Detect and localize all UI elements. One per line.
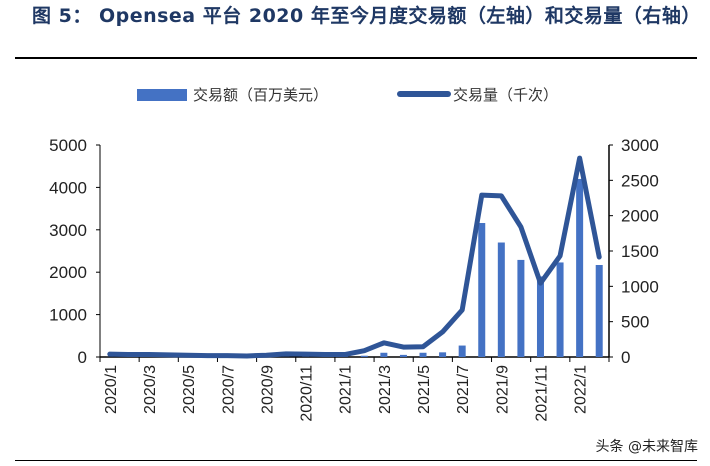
title-divider (15, 57, 697, 59)
x-tick-label: 2020/7 (220, 365, 237, 414)
x-tick-label: 2021/11 (533, 365, 550, 422)
bar-2021/3 (380, 352, 388, 357)
bar-2021/7 (458, 345, 466, 357)
bar-2021/11 (536, 276, 544, 357)
x-tick-label: 2021/1 (338, 365, 355, 414)
left-tick-label: 3000 (49, 221, 87, 240)
bar-2022/1 (576, 178, 584, 357)
right-tick-label: 500 (621, 313, 649, 332)
legend-line-label: 交易量（千次） (453, 86, 559, 104)
right-tick-label: 2000 (621, 207, 659, 226)
bar-2021/6 (439, 352, 447, 357)
volume-line (107, 155, 602, 359)
x-tick-label: 2020/3 (142, 365, 159, 414)
legend-bar-swatch (137, 89, 187, 101)
bar-2021/8 (478, 223, 486, 357)
bar-2021/9 (497, 242, 505, 357)
left-tick-label: 2000 (49, 263, 87, 282)
watermark: 头条 @未来智库 (595, 439, 698, 455)
left-tick-label: 5000 (49, 136, 87, 155)
bottom-divider (15, 460, 697, 461)
x-tick-label: 2021/5 (416, 365, 433, 414)
right-tick-label: 1000 (621, 277, 659, 296)
bar-2021/10 (517, 259, 525, 357)
x-tick-label: 2020/11 (299, 365, 316, 422)
left-tick-label: 4000 (49, 178, 87, 197)
x-tick-label: 2021/7 (455, 365, 472, 414)
right-tick-label: 0 (621, 348, 630, 367)
legend-bar-label: 交易额（百万美元） (193, 86, 329, 104)
bar-2021/2 (360, 355, 368, 357)
left-tick-label: 0 (78, 348, 87, 367)
x-tick-label: 2020/5 (181, 365, 198, 414)
bar-2021/12 (556, 262, 564, 357)
chart-title: 图 5： Opensea 平台 2020 年至今月度交易额（左轴）和交易量（右轴… (32, 5, 701, 27)
bar-2021/4 (399, 354, 407, 357)
legend-line-swatch (397, 91, 451, 97)
right-tick-label: 2500 (621, 171, 659, 190)
x-tick-label: 2021/3 (377, 365, 394, 414)
bar-2021/5 (419, 352, 427, 357)
bar-2022/2 (595, 264, 603, 357)
x-tick-label: 2020/1 (103, 365, 120, 414)
left-tick-label: 1000 (49, 306, 87, 325)
right-tick-label: 1500 (621, 242, 659, 261)
x-tick-label: 2022/1 (573, 365, 590, 414)
x-tick-label: 2021/9 (494, 365, 511, 414)
right-tick-label: 3000 (621, 136, 659, 155)
x-tick-label: 2020/9 (259, 365, 276, 414)
